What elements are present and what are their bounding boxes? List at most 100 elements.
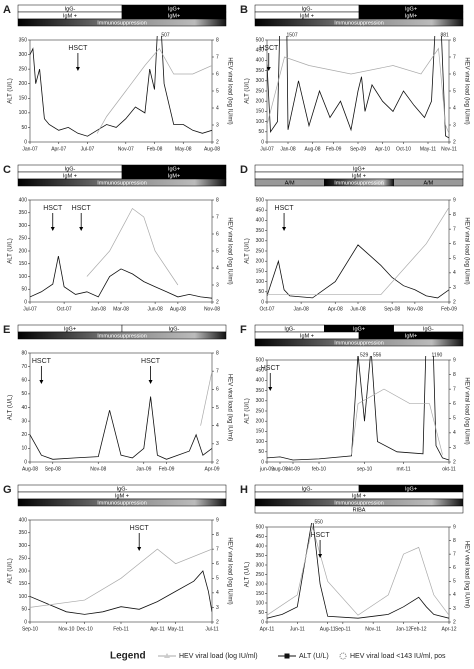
series-line bbox=[267, 523, 449, 619]
y-tick-label: 300 bbox=[256, 238, 265, 244]
y2-tick-label: 8 bbox=[453, 37, 456, 43]
x-tick-label: Sep-08 bbox=[384, 306, 400, 312]
plot-frame bbox=[266, 199, 450, 303]
y-tick-label: 450 bbox=[256, 48, 265, 54]
y-tick-label: 400 bbox=[256, 58, 265, 64]
y2-tick-label: 4 bbox=[453, 105, 456, 111]
y2-tick-label: 6 bbox=[453, 71, 456, 77]
annotation: HSCT bbox=[130, 525, 150, 532]
y2-tick-label: 5 bbox=[216, 576, 219, 582]
x-tick-label: Feb-12 bbox=[411, 626, 427, 632]
y-tick-label: 300 bbox=[256, 78, 265, 84]
x-tick-label: Aug-08 bbox=[22, 466, 38, 472]
panel-label: C bbox=[3, 164, 11, 176]
y-axis-title: ALT (U/L) bbox=[8, 238, 14, 263]
panel-label: A bbox=[3, 4, 11, 16]
y-tick-label: 150 bbox=[19, 261, 28, 267]
series-line bbox=[351, 388, 443, 455]
y2-tick-label: 6 bbox=[453, 241, 456, 247]
y-tick-label: 150 bbox=[256, 109, 265, 115]
x-tick-label: Oct-07 bbox=[259, 306, 274, 312]
y2-axis-title: HEV viral load (log IU/ml) bbox=[226, 374, 232, 441]
y2-tick-label: 6 bbox=[216, 561, 219, 567]
y-tick-label: 200 bbox=[19, 568, 28, 574]
y-tick-label: 450 bbox=[256, 368, 265, 374]
y-axis-title: ALT (U/L) bbox=[245, 78, 251, 103]
y-tick-label: 50 bbox=[21, 287, 27, 293]
value-label: 1507 bbox=[287, 32, 298, 38]
value-label: 529 bbox=[360, 352, 369, 358]
y2-tick-label: 6 bbox=[216, 231, 219, 237]
y2-tick-label: 4 bbox=[216, 423, 219, 429]
y2-tick-label: 4 bbox=[216, 105, 219, 111]
header-label: IgG- bbox=[117, 486, 128, 492]
y-tick-label: 250 bbox=[256, 408, 265, 414]
x-tick-label: Oct-10 bbox=[396, 146, 411, 152]
x-tick-label: sep-10 bbox=[357, 466, 373, 472]
x-tick-label: Aug-11 bbox=[320, 626, 336, 632]
y2-tick-label: 7 bbox=[453, 386, 456, 392]
annotation: HSCT bbox=[72, 205, 92, 212]
y-tick-label: 150 bbox=[19, 581, 28, 587]
x-tick-label: Aug-08 bbox=[170, 306, 186, 312]
legend: Legend HEV viral load (log IU/ml) ALT (U… bbox=[110, 651, 446, 662]
y-tick-label: 400 bbox=[256, 543, 265, 549]
x-tick-label: Jul-07 bbox=[260, 146, 274, 152]
plot-frame bbox=[266, 359, 450, 463]
y-tick-label: 50 bbox=[21, 607, 27, 613]
x-tick-label: Nov-11 bbox=[441, 146, 457, 152]
series-line bbox=[267, 47, 449, 134]
annotation-arrowhead bbox=[39, 380, 44, 384]
x-tick-label: Apr-11 bbox=[260, 626, 275, 632]
header-label: IgG- bbox=[302, 486, 313, 492]
header-label: IgG- bbox=[65, 166, 76, 172]
y2-tick-label: 8 bbox=[216, 532, 219, 538]
y-tick-label: 100 bbox=[19, 274, 28, 280]
y2-tick-label: 4 bbox=[453, 592, 456, 598]
header-label: IgM+ bbox=[168, 13, 180, 19]
y-tick-label: 350 bbox=[19, 37, 28, 43]
y-tick-label: 200 bbox=[256, 581, 265, 587]
y-tick-label: 50 bbox=[21, 125, 27, 131]
y-tick-label: 50 bbox=[258, 449, 264, 455]
y2-tick-label: 9 bbox=[453, 197, 456, 203]
y2-tick-label: 8 bbox=[453, 372, 456, 378]
y-tick-label: 300 bbox=[19, 223, 28, 229]
header-label: IgG- bbox=[423, 326, 434, 332]
y2-tick-label: 4 bbox=[216, 590, 219, 596]
y-tick-label: 200 bbox=[256, 259, 265, 265]
header-label: IgM+ bbox=[405, 13, 417, 19]
y-tick-label: 400 bbox=[256, 378, 265, 384]
y-tick-label: 70 bbox=[21, 364, 27, 370]
y-tick-label: 30 bbox=[21, 418, 27, 424]
annotation: HSCT bbox=[311, 532, 331, 539]
y2-tick-label: 8 bbox=[453, 538, 456, 544]
header-label: Immunosuppression bbox=[97, 500, 147, 506]
header-segment bbox=[393, 178, 464, 187]
x-tick-label: Jun-11 bbox=[290, 626, 305, 632]
y-tick-label: 350 bbox=[19, 530, 28, 536]
y2-axis-title: HEV viral load (log IU/ml) bbox=[463, 541, 469, 608]
legend-label: ALT (U/L) bbox=[299, 653, 329, 660]
series-line bbox=[267, 244, 449, 299]
x-tick-label: May-11 bbox=[420, 146, 437, 152]
y2-tick-label: 5 bbox=[216, 88, 219, 94]
y2-tick-label: 7 bbox=[216, 54, 219, 60]
header-label: IgG+ bbox=[405, 6, 417, 12]
y2-tick-label: 2 bbox=[453, 459, 456, 465]
panel: B IgG- IgG+ IgM + IgM+ Immunosuppression 0 50 10… bbox=[240, 4, 469, 152]
y-tick-label: 350 bbox=[256, 68, 265, 74]
y2-tick-label: 3 bbox=[216, 122, 219, 128]
y-tick-label: 250 bbox=[256, 248, 265, 254]
x-tick-label: May-11 bbox=[167, 626, 184, 632]
y-tick-label: 250 bbox=[256, 572, 265, 578]
x-tick-label: mrt-11 bbox=[396, 466, 410, 472]
y-tick-label: 0 bbox=[24, 139, 27, 145]
panel: A IgG- IgG+ IgM + IgM+ Immunosuppression 0 50 10… bbox=[3, 4, 232, 152]
series-line bbox=[30, 570, 212, 615]
panel-label: B bbox=[240, 4, 248, 16]
y2-tick-label: 6 bbox=[453, 565, 456, 571]
panel: F IgG- IgG+ IgG- IgM + IgM+ Immunosuppression 0… bbox=[240, 324, 469, 472]
